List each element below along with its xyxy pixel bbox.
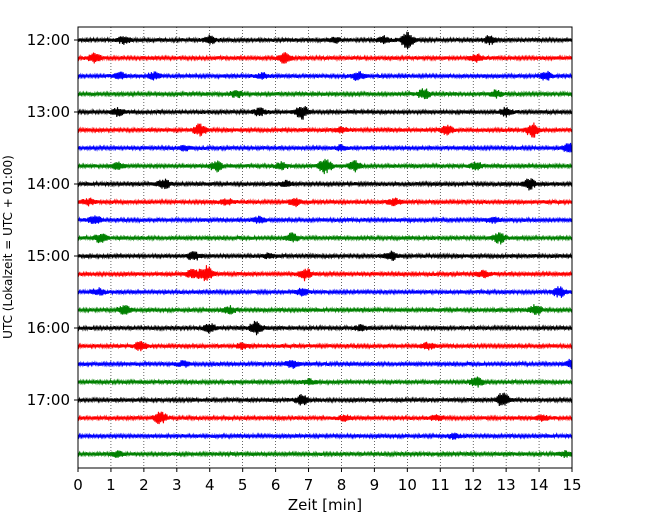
x-tick-label: 14 <box>530 476 549 494</box>
x-tick-label: 11 <box>431 476 450 494</box>
x-tick-label: 1 <box>106 476 116 494</box>
trace-line <box>77 341 573 352</box>
x-tick-label: 12 <box>464 476 483 494</box>
x-tick-label: 8 <box>337 476 347 494</box>
x-axis-label: Zeit [min] <box>288 496 362 514</box>
trace-line <box>77 358 573 370</box>
x-axis: 0 1 2 3 4 5 6 7 8 9 10 11 12 13 14 15 <box>73 468 582 494</box>
x-tick-label: 7 <box>304 476 314 494</box>
x-tick-label: 4 <box>205 476 215 494</box>
trace-line <box>77 178 573 191</box>
trace-line <box>77 265 573 282</box>
trace-line <box>77 31 573 50</box>
trace-line <box>77 286 573 298</box>
x-tick-label: 0 <box>73 476 83 494</box>
trace-line <box>77 392 573 407</box>
x-tick-label: 3 <box>172 476 182 494</box>
trace-line <box>77 52 573 64</box>
x-tick-label: 9 <box>370 476 380 494</box>
y-tick-label: 15:00 <box>27 247 70 265</box>
trace-line <box>77 320 573 336</box>
trace-line <box>77 142 573 153</box>
x-tick-label: 10 <box>398 476 417 494</box>
x-tick-label: 15 <box>562 476 581 494</box>
trace-line <box>77 158 573 175</box>
trace-line <box>77 250 573 261</box>
trace-line <box>77 215 573 225</box>
x-tick-label: 2 <box>139 476 149 494</box>
trace-line <box>77 70 573 81</box>
y-axis: 12:00 13:00 14:00 15:00 16:00 17:00 <box>27 31 78 409</box>
trace-line <box>77 411 573 425</box>
y-tick-label: 14:00 <box>27 175 70 193</box>
trace-line <box>77 197 573 208</box>
trace-line <box>77 88 573 100</box>
y-tick-label: 16:00 <box>27 319 70 337</box>
y-axis-label: UTC (Lokalzeit = UTC + 01:00) <box>1 155 15 339</box>
y-tick-label: 13:00 <box>27 103 70 121</box>
plot-frame <box>77 26 573 469</box>
y-tick-label: 17:00 <box>27 391 70 409</box>
trace-line <box>77 304 573 316</box>
trace-line <box>77 376 573 388</box>
trace-line <box>77 449 573 458</box>
trace-line <box>77 122 573 138</box>
x-tick-label: 5 <box>238 476 248 494</box>
x-tick-label: 6 <box>271 476 281 494</box>
y-tick-label: 12:00 <box>27 31 70 49</box>
trace-line <box>77 432 573 440</box>
trace-line <box>77 105 573 120</box>
trace-area <box>77 31 573 458</box>
x-tick-label: 13 <box>497 476 516 494</box>
trace-line <box>77 232 573 245</box>
